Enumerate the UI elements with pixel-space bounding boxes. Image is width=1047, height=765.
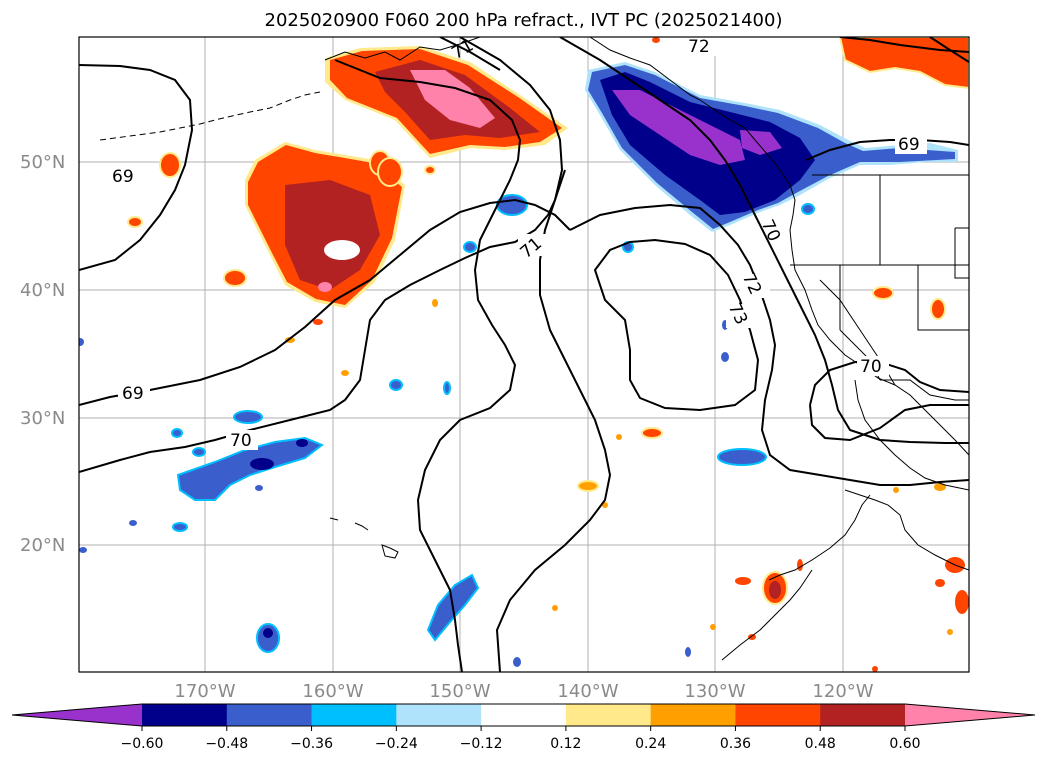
lat-label-30n: 30°N xyxy=(20,408,65,429)
contour-label: 70 xyxy=(860,357,882,377)
colorbar xyxy=(11,703,1036,727)
colorbar-ticks: −0.60 −0.48 −0.36 −0.24 −0.12 0.12 0.24 0.36 0.4… xyxy=(121,726,921,752)
colorbar-swatch xyxy=(565,704,652,726)
colorbar-tick-label: −0.60 xyxy=(121,736,164,752)
lat-label-40n: 40°N xyxy=(20,280,65,301)
contour-labels: 69 69 70 71 71 72 72 73 70 70 69 xyxy=(107,37,927,451)
contour-label: 69 xyxy=(122,384,144,404)
coastlines xyxy=(99,37,969,661)
colorbar-swatch xyxy=(650,704,736,726)
colorbar-swatch xyxy=(820,704,906,726)
contour-lines xyxy=(79,37,969,672)
lat-label-20n: 20°N xyxy=(20,535,65,556)
colorbar-tick-label: −0.36 xyxy=(290,736,333,752)
contour-label: 70 xyxy=(230,431,252,451)
contour-label: 69 xyxy=(898,135,920,155)
contour-label: 72 xyxy=(688,37,710,57)
colorbar-tick-label: 0.48 xyxy=(805,736,836,752)
longitude-labels: 170°W 160°W 150°W 140°W 130°W 120°W xyxy=(174,681,873,702)
lon-label-120w: 120°W xyxy=(812,681,873,702)
map-title: 2025020900 F060 200 hPa refract., IVT PC… xyxy=(264,10,783,31)
colorbar-swatch xyxy=(481,704,567,726)
colorbar-swatch xyxy=(226,704,313,726)
lon-label-160w: 160°W xyxy=(302,681,363,702)
contour-label: 69 xyxy=(112,167,134,187)
colorbar-tick-label: 0.60 xyxy=(889,736,920,752)
colorbar-tick-label: 0.12 xyxy=(550,736,581,752)
negative-anomaly-fill xyxy=(79,62,958,667)
colorbar-swatch xyxy=(396,704,482,726)
lon-label-130w: 130°W xyxy=(684,681,745,702)
latitude-labels: 50°N 40°N 30°N 20°N xyxy=(20,152,65,556)
map-border xyxy=(78,36,970,673)
colorbar-swatch xyxy=(311,704,397,726)
lat-label-50n: 50°N xyxy=(20,152,65,173)
colorbar-tick-label: −0.24 xyxy=(375,736,418,752)
colorbar-tick-label: −0.12 xyxy=(460,736,503,752)
colorbar-swatch xyxy=(12,704,142,726)
lon-label-150w: 150°W xyxy=(429,681,490,702)
colorbar-tick-label: 0.36 xyxy=(720,736,751,752)
colorbar-tick-label: 0.24 xyxy=(635,736,666,752)
lon-label-170w: 170°W xyxy=(174,681,235,702)
colorbar-swatch xyxy=(142,704,228,726)
colorbar-tick-label: −0.48 xyxy=(205,736,248,752)
colorbar-swatch xyxy=(905,704,1035,726)
positive-anomaly-fill xyxy=(127,37,969,672)
lon-label-140w: 140°W xyxy=(557,681,618,702)
colorbar-swatch xyxy=(735,704,821,726)
